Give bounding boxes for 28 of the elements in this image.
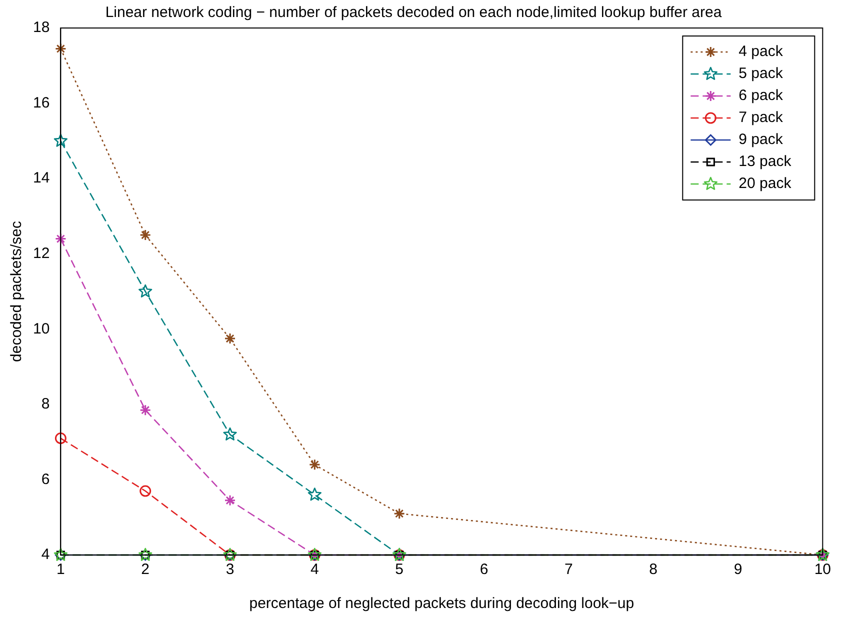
y-tick-label: 18 <box>32 19 50 36</box>
x-tick-label: 1 <box>56 561 65 578</box>
y-tick-label: 14 <box>32 170 50 187</box>
x-tick-label: 6 <box>480 561 488 578</box>
legend-label: 20 pack <box>738 175 792 192</box>
x-tick-label: 4 <box>310 561 319 578</box>
x-tick-label: 10 <box>814 561 831 578</box>
legend-label: 5 pack <box>738 65 784 82</box>
x-tick-label: 3 <box>226 561 234 578</box>
x-tick-label: 9 <box>734 561 742 578</box>
y-tick-label: 12 <box>32 245 50 262</box>
x-axis-title: percentage of neglected packets during decoding look−up <box>249 595 634 612</box>
legend-label: 9 pack <box>738 131 784 148</box>
legend-label: 6 pack <box>738 87 784 104</box>
legend-label: 13 pack <box>738 153 792 170</box>
y-tick-label: 16 <box>32 94 50 112</box>
legend-label: 7 pack <box>738 109 784 126</box>
y-tick-label: 10 <box>32 320 50 338</box>
x-tick-label: 2 <box>141 561 150 578</box>
y-tick-label: 4 <box>41 546 50 564</box>
x-tick-label: 7 <box>564 561 573 578</box>
x-tick-label: 8 <box>649 561 658 578</box>
chart-title: Linear network coding − number of packets decoded on each node,limited lookup buffer area <box>105 4 722 22</box>
y-tick-label: 8 <box>41 396 50 413</box>
y-tick-label: 6 <box>41 470 50 488</box>
x-tick-label: 5 <box>395 561 404 578</box>
y-axis-title: decoded packets/sec <box>8 220 26 362</box>
legend-label: 4 pack <box>738 43 784 60</box>
